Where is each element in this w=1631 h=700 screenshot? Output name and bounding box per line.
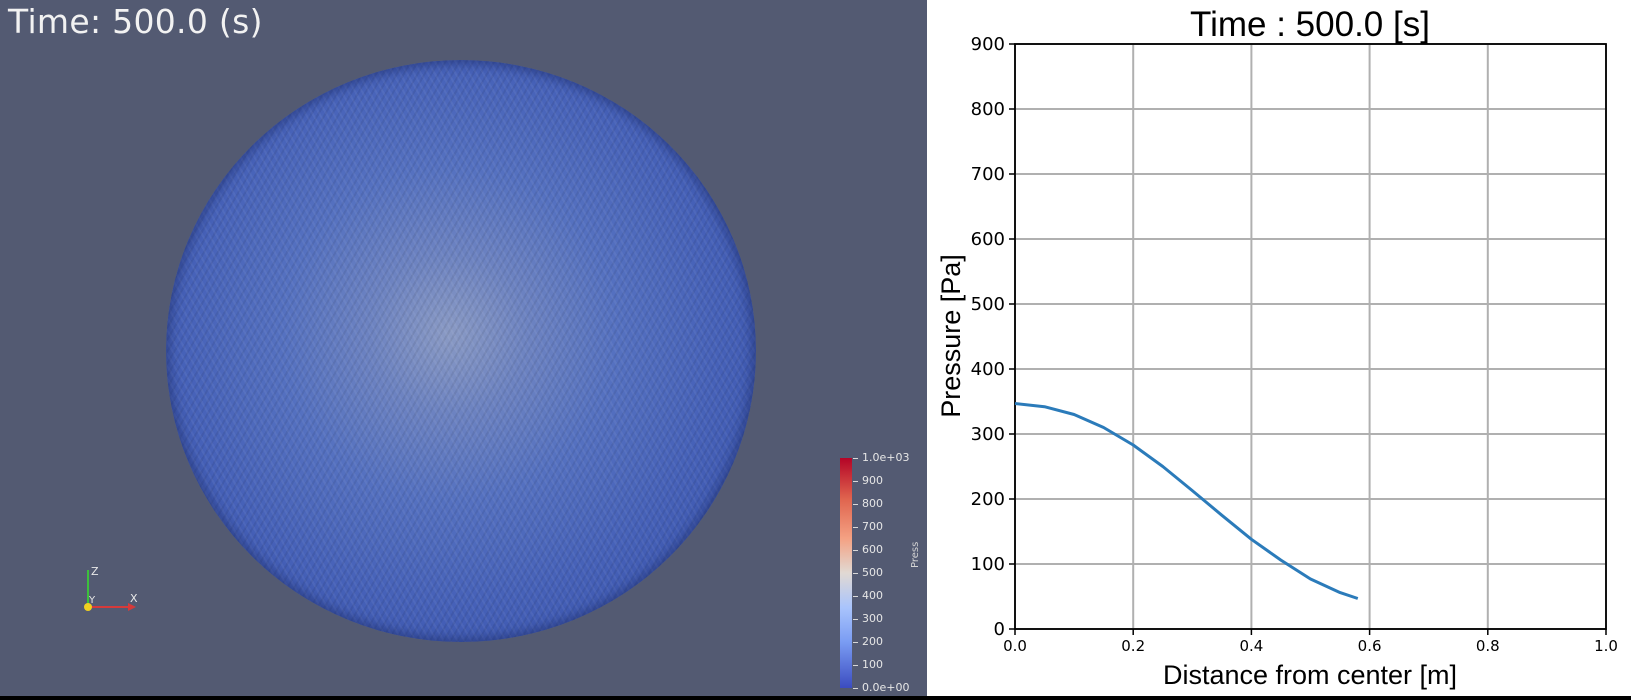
axis-y-label: Y [88, 595, 96, 606]
colorbar-title: Press [910, 541, 921, 568]
colorbar-tick [853, 458, 858, 459]
colorbar-tick [853, 550, 858, 551]
colorbar-tick-label: 400 [862, 589, 883, 602]
chart-xlabel: Distance from center [m] [1163, 660, 1457, 690]
colorbar-tick [853, 481, 858, 482]
chart-ylabel: Pressure [Pa] [936, 254, 966, 418]
y-tick-label: 500 [971, 294, 1005, 315]
x-tick-label: 1.0 [1594, 637, 1618, 655]
axis-z-label: Z [91, 565, 99, 578]
colorbar-tick-label: 200 [862, 635, 883, 648]
colorbar-tick-label: 1.0e+03 [862, 451, 910, 464]
colorbar-tick-label: 0.0e+00 [862, 681, 910, 694]
y-tick-label: 400 [971, 359, 1005, 380]
colorbar-tick [853, 688, 858, 689]
bottom-strip [0, 696, 1631, 700]
colorbar-tick [853, 573, 858, 574]
chart-title: Time : 500.0 [s] [1190, 5, 1430, 44]
colorbar-tick-label: 700 [862, 520, 883, 533]
colorbar-tick [853, 642, 858, 643]
colorbar-tick-label: 800 [862, 497, 883, 510]
particle-sphere [166, 60, 756, 642]
pressure-colorbar: 1.0e+03 900 800 700 600 500 400 300 200 100 0.0e+0… [840, 451, 927, 694]
axis-x-label: X [130, 592, 138, 605]
y-tick-label: 600 [971, 229, 1005, 250]
x-tick-label: 0.6 [1358, 637, 1382, 655]
colorbar-tick-label: 600 [862, 543, 883, 556]
y-tick-label: 700 [971, 164, 1005, 185]
y-tick-label: 0 [994, 619, 1005, 640]
colorbar-tick-label: 900 [862, 474, 883, 487]
colorbar-tick [853, 665, 858, 666]
y-tick-label: 300 [971, 424, 1005, 445]
pressure-line-chart: 0.0 0.2 0.4 0.6 0.8 1.0 0 100 200 300 400 500 600 70… [936, 5, 1618, 690]
y-tick-label: 100 [971, 554, 1005, 575]
colorbar-tick-label: 500 [862, 566, 883, 579]
x-tick-label: 0.4 [1239, 637, 1263, 655]
plot-frame [1014, 43, 1607, 630]
x-tick-label: 0.0 [1003, 637, 1027, 655]
x-tick-label: 0.2 [1121, 637, 1145, 655]
colorbar-tick-label: 100 [862, 658, 883, 671]
3d-viewport[interactable]: Time: 500.0 (s) Z Y X 1.0e+03 900 800 700 60… [0, 0, 927, 696]
pressure-plot-panel: 0.0 0.2 0.4 0.6 0.8 1.0 0 100 200 300 400 500 600 70… [927, 0, 1631, 696]
x-tick-label: 0.8 [1476, 637, 1500, 655]
viewport-time-label: Time: 500.0 (s) [8, 2, 263, 41]
colorbar-tick [853, 504, 858, 505]
colorbar-gradient [840, 458, 852, 688]
colorbar-tick-label: 300 [862, 612, 883, 625]
orientation-axes-icon: Z Y X [84, 565, 138, 611]
y-tick-label: 200 [971, 489, 1005, 510]
pressure-series-line [1014, 402, 1359, 600]
y-tick-label: 800 [971, 99, 1005, 120]
y-tick-label: 900 [971, 34, 1005, 55]
colorbar-tick [853, 596, 858, 597]
colorbar-tick [853, 527, 858, 528]
colorbar-tick [853, 619, 858, 620]
